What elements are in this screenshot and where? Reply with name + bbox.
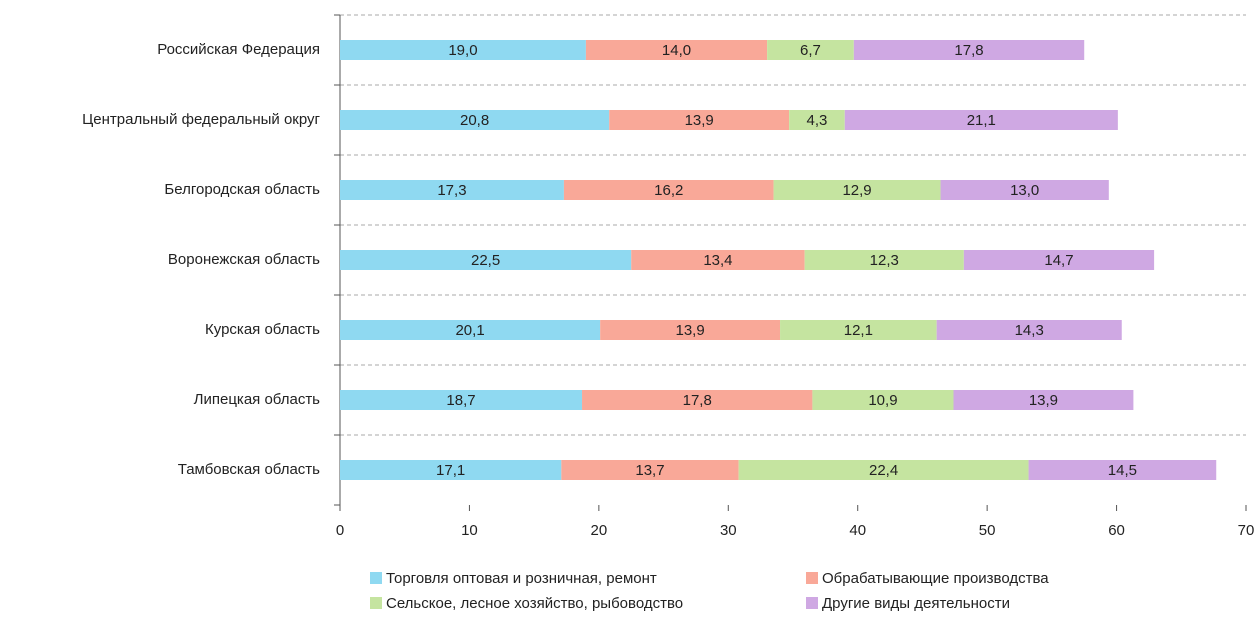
data-label: 4,3 (807, 112, 828, 129)
data-label: 17,8 (683, 392, 712, 409)
legend-swatch (806, 572, 818, 584)
x-tick-label: 60 (1108, 522, 1125, 539)
y-tick-label: Белгородская область (164, 181, 320, 198)
data-label: 21,1 (967, 112, 996, 129)
bar-segment (804, 250, 964, 270)
data-label: 6,7 (800, 42, 821, 59)
data-label: 17,8 (954, 42, 983, 59)
data-label: 18,7 (446, 392, 475, 409)
data-label: 17,1 (436, 462, 465, 479)
legend-label: Сельское, лесное хозяйство, рыбоводство (386, 595, 683, 612)
y-tick-label: Липецкая область (194, 391, 321, 408)
bar-segment (561, 460, 739, 480)
data-label: 12,9 (842, 182, 871, 199)
bar-segment (1028, 460, 1217, 480)
data-label: 13,9 (1029, 392, 1058, 409)
data-label: 10,9 (868, 392, 897, 409)
bar-segment (789, 110, 845, 130)
data-label: 16,2 (654, 182, 683, 199)
y-tick-label: Российская Федерация (157, 41, 320, 58)
bar-segment (340, 390, 583, 410)
y-tick-label: Воронежская область (168, 251, 320, 268)
bar-segment (767, 40, 854, 60)
bar-segment (582, 390, 813, 410)
bar-segment (563, 180, 774, 200)
data-label: 14,5 (1108, 462, 1137, 479)
data-label: 13,0 (1010, 182, 1039, 199)
data-label: 13,7 (635, 462, 664, 479)
bar-segment (609, 110, 790, 130)
legend-swatch (370, 572, 382, 584)
legend-label: Другие виды деятельности (822, 595, 1010, 612)
x-tick-label: 70 (1238, 522, 1255, 539)
bar-segment (340, 110, 610, 130)
y-tick-label: Курская область (205, 321, 320, 338)
bar-segment (585, 40, 768, 60)
data-label: 14,7 (1044, 252, 1073, 269)
x-tick-label: 10 (461, 522, 478, 539)
bar-segment (738, 460, 1029, 480)
data-label: 12,1 (844, 322, 873, 339)
x-tick-label: 40 (849, 522, 866, 539)
bar-segment (340, 250, 632, 270)
bar-segment (600, 320, 781, 340)
x-tick-label: 30 (720, 522, 737, 539)
bar-segment (340, 180, 564, 200)
x-tick-label: 20 (591, 522, 608, 539)
bar-segment (340, 460, 562, 480)
bar-segment (340, 40, 586, 60)
bar-segment (773, 180, 941, 200)
bar-segment (953, 390, 1134, 410)
bar-segment (844, 110, 1118, 130)
bar-segment (853, 40, 1085, 60)
legend-swatch (806, 597, 818, 609)
data-label: 20,8 (460, 112, 489, 129)
bar-segment (340, 320, 601, 340)
data-label: 13,9 (685, 112, 714, 129)
data-label: 20,1 (455, 322, 484, 339)
bar-segment (780, 320, 937, 340)
y-tick-label: Центральный федеральный округ (82, 111, 320, 128)
data-label: 12,3 (870, 252, 899, 269)
legend-label: Торговля оптовая и розничная, ремонт (386, 570, 657, 587)
legend-swatch (370, 597, 382, 609)
data-label: 22,5 (471, 252, 500, 269)
y-tick-label: Тамбовская область (178, 461, 320, 478)
data-label: 22,4 (869, 462, 898, 479)
data-label: 14,3 (1015, 322, 1044, 339)
x-tick-label: 50 (979, 522, 996, 539)
data-label: 13,9 (676, 322, 705, 339)
bar-segment (936, 320, 1122, 340)
bar-segment (631, 250, 805, 270)
bar-segment (940, 180, 1109, 200)
legend-label: Обрабатывающие производства (822, 570, 1049, 587)
data-label: 17,3 (437, 182, 466, 199)
data-label: 14,0 (662, 42, 691, 59)
bar-segment (812, 390, 954, 410)
data-label: 19,0 (448, 42, 477, 59)
bar-segment (963, 250, 1155, 270)
x-tick-label: 0 (336, 522, 344, 539)
data-label: 13,4 (703, 252, 732, 269)
